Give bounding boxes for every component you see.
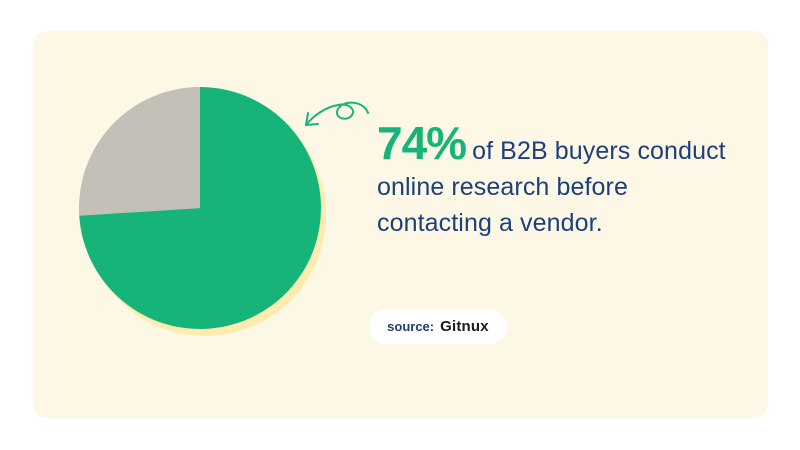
pie-slice-1 [79,87,200,216]
headline-percent: 74% [377,117,467,169]
source-badge: source: Gitnux [369,309,507,344]
pie-slice-0 [79,87,321,329]
gitnux-logo: Gitnux [440,318,489,335]
pie-chart [72,80,337,345]
curved-arrow-icon [305,101,369,126]
pie-chart-svg [79,87,326,336]
headline-text: 74% of B2B buyers conduct online research… [377,120,737,241]
source-label: source: [387,319,435,334]
headline-body: of B2B buyers conduct online research be… [377,137,726,237]
